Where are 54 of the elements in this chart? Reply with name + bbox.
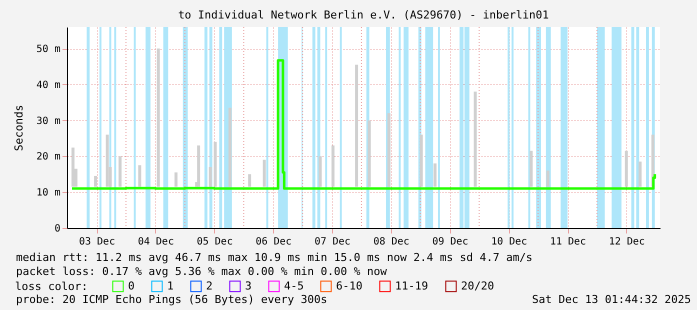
y-tick-label: 40 m: [36, 80, 60, 91]
legend-title: loss color:: [15, 280, 88, 293]
bar: [248, 174, 252, 187]
bar: [434, 163, 437, 187]
bar: [156, 48, 160, 187]
bar: [474, 92, 477, 187]
y-tick-label: 0: [54, 224, 60, 234]
y-tick-label: 30 m: [36, 116, 60, 127]
text: Sat Dec 13 01:44:32 2025: [532, 293, 691, 306]
chart-title: to Individual Network Berlin e.V. (AS29670) - inberlin01: [178, 8, 549, 22]
legend-label: 3: [245, 279, 252, 292]
text: packet loss: 0.17 % avg 5.36 % max 0.00 % min 0.00 % now: [16, 265, 388, 278]
x-tick-label: 10 Dec: [491, 236, 528, 248]
x-tick-label: 04 Dec: [138, 236, 174, 248]
x-tick-label: 11 Dec: [550, 236, 586, 248]
bar: [262, 160, 266, 187]
y-tick-label: 10 m: [36, 188, 60, 199]
legend-label: 6-10: [336, 279, 362, 292]
y-tick-label: 50 m: [36, 44, 60, 56]
bar: [214, 142, 217, 187]
x-tick-label: 07 Dec: [314, 236, 351, 248]
x-tick-label: 08 Dec: [373, 236, 410, 248]
bar: [420, 134, 423, 187]
bar: [138, 165, 142, 187]
bar: [355, 64, 358, 187]
bar: [94, 176, 98, 187]
bar: [197, 145, 200, 187]
x-tick-label: 05 Dec: [196, 236, 233, 248]
bar: [546, 170, 550, 187]
bar: [228, 108, 232, 187]
legend-label: 4-5: [284, 279, 304, 292]
x-tick-label: 09 Dec: [432, 236, 468, 248]
bar: [638, 162, 642, 187]
bar: [318, 156, 322, 187]
y-axis-title: Seconds: [12, 104, 26, 152]
legend-label: 11-19: [395, 279, 428, 292]
bar: [118, 156, 122, 187]
legend-label: 2: [206, 279, 213, 292]
text: probe: 20 ICMP Echo Pings (56 Bytes) every 300s: [16, 293, 328, 306]
bar: [530, 150, 533, 187]
legend-label: 1: [167, 279, 174, 292]
x-tick-label: 12 Dec: [608, 236, 645, 248]
text: median rtt: 11.2 ms avg 46.7 ms max 10.9 ms min 15.0 ms now 2.4 ms sd 4.7 am/s: [16, 251, 533, 264]
bar: [71, 148, 74, 187]
x-tick-label: 06 Dec: [256, 236, 292, 248]
x-tick-label: 03 Dec: [78, 236, 116, 248]
bar: [624, 150, 628, 187]
bar: [332, 145, 334, 187]
bar: [174, 172, 178, 187]
y-tick-label: 20 m: [36, 152, 60, 163]
legend-label: 20/20: [461, 279, 494, 292]
bar: [106, 134, 109, 187]
bar: [208, 166, 212, 187]
legend-label: 0: [128, 279, 135, 292]
